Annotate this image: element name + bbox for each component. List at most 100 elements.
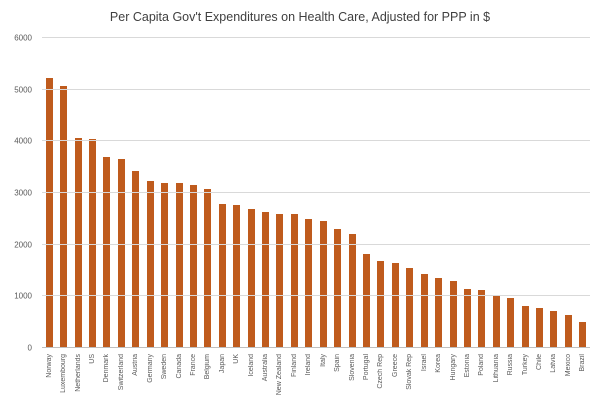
x-tick-label: Belgium <box>204 354 212 380</box>
bar <box>233 204 241 348</box>
bar <box>334 228 342 348</box>
gridline <box>42 140 590 142</box>
bar <box>218 203 226 348</box>
bar <box>132 171 140 348</box>
bar-slot <box>431 38 445 348</box>
x-tick-label: New Zealand <box>276 354 284 396</box>
bar-slot <box>143 38 157 348</box>
y-tick-label: 6000 <box>14 33 32 43</box>
x-tick-label: Greece <box>391 354 399 377</box>
bar-slot <box>518 38 532 348</box>
bar <box>377 260 385 348</box>
x-label-slot: New Zealand <box>273 352 287 414</box>
x-tick-label: Switzerland <box>117 354 125 391</box>
bar <box>536 308 544 348</box>
bar <box>276 213 284 348</box>
x-label-slot: Netherlands <box>71 352 85 414</box>
x-tick-label: Ireland <box>305 354 313 376</box>
bar <box>478 290 486 348</box>
x-label-slot: Denmark <box>100 352 114 414</box>
y-axis: 0 1000 2000 3000 4000 5000 6000 <box>0 34 38 353</box>
x-tick-label: UK <box>233 354 241 364</box>
x-label-slot: Turkey <box>518 352 532 414</box>
bar-slot <box>229 38 243 348</box>
x-tick-label: Sweden <box>161 354 169 380</box>
x-label-slot: Mexico <box>561 352 575 414</box>
x-tick-label: France <box>189 354 197 376</box>
bar-slot <box>374 38 388 348</box>
bar <box>420 273 428 348</box>
x-tick-label: Austria <box>132 354 140 376</box>
x-label-slot: Hungary <box>446 352 460 414</box>
x-label-slot: Norway <box>42 352 56 414</box>
x-label-slot: Sweden <box>157 352 171 414</box>
bar-slot <box>287 38 301 348</box>
x-tick-label: Lithuania <box>492 354 500 383</box>
bar-slot <box>186 38 200 348</box>
bar-slot <box>316 38 330 348</box>
bar-slot <box>576 38 590 348</box>
x-tick-label: Finland <box>290 354 298 377</box>
x-label-slot: Finland <box>287 352 301 414</box>
bar-slot <box>388 38 402 348</box>
x-label-slot: Australia <box>258 352 272 414</box>
y-tick-label: 4000 <box>14 136 32 146</box>
x-tick-label: Spain <box>334 354 342 372</box>
x-tick-label: Germany <box>146 354 154 383</box>
x-label-slot: Switzerland <box>114 352 128 414</box>
bar-slot <box>446 38 460 348</box>
x-axis-labels: Norway Luxembourg Netherlands US Denmark Swit… <box>42 352 590 414</box>
y-tick-label: 3000 <box>14 188 32 198</box>
x-tick-label: Slovak Rep <box>406 354 414 390</box>
bar-slot <box>100 38 114 348</box>
x-tick-label: Israel <box>420 354 428 372</box>
bar <box>391 262 399 348</box>
x-label-slot: Portugal <box>359 352 373 414</box>
x-label-slot: UK <box>229 352 243 414</box>
chart-title: Per Capita Gov't Expenditures on Health … <box>109 10 491 24</box>
bar-slot <box>71 38 85 348</box>
bar <box>45 77 53 348</box>
x-label-slot: Slovak Rep <box>403 352 417 414</box>
x-tick-label: Poland <box>478 354 486 376</box>
x-tick-label: Portugal <box>362 354 370 381</box>
y-tick-label: 5000 <box>14 85 32 95</box>
x-tick-label: Turkey <box>521 354 529 376</box>
x-label-slot: France <box>186 352 200 414</box>
bar <box>204 188 212 348</box>
y-tick-label: 2000 <box>14 240 32 250</box>
bars-group <box>42 38 590 348</box>
bar-slot <box>532 38 546 348</box>
x-label-slot: Brazil <box>576 352 590 414</box>
bar <box>579 322 587 348</box>
y-tick-label: 0 <box>27 343 32 353</box>
x-axis-line <box>42 347 590 348</box>
bar <box>117 159 125 348</box>
x-tick-label: Chile <box>536 354 544 370</box>
x-tick-label: Mexico <box>564 354 572 377</box>
x-tick-label: Norway <box>45 354 53 378</box>
x-label-slot: Germany <box>143 352 157 414</box>
x-tick-label: Denmark <box>103 354 111 383</box>
x-label-slot: Estonia <box>460 352 474 414</box>
x-label-slot: Chile <box>532 352 546 414</box>
bar-slot <box>244 38 258 348</box>
x-label-slot: Japan <box>215 352 229 414</box>
bar-slot <box>475 38 489 348</box>
x-label-slot: Russia <box>504 352 518 414</box>
bar <box>60 85 68 348</box>
bar <box>521 306 529 348</box>
bar-slot <box>460 38 474 348</box>
x-label-slot: Latvia <box>547 352 561 414</box>
bar <box>492 295 500 348</box>
x-tick-label: Latvia <box>550 354 558 373</box>
bar-slot <box>42 38 56 348</box>
bar <box>103 156 111 348</box>
bar <box>146 181 154 348</box>
bar <box>290 214 298 348</box>
bar-slot <box>403 38 417 348</box>
bar-slot <box>258 38 272 348</box>
bar <box>550 311 558 348</box>
bar-slot <box>330 38 344 348</box>
plot-area <box>42 37 590 348</box>
